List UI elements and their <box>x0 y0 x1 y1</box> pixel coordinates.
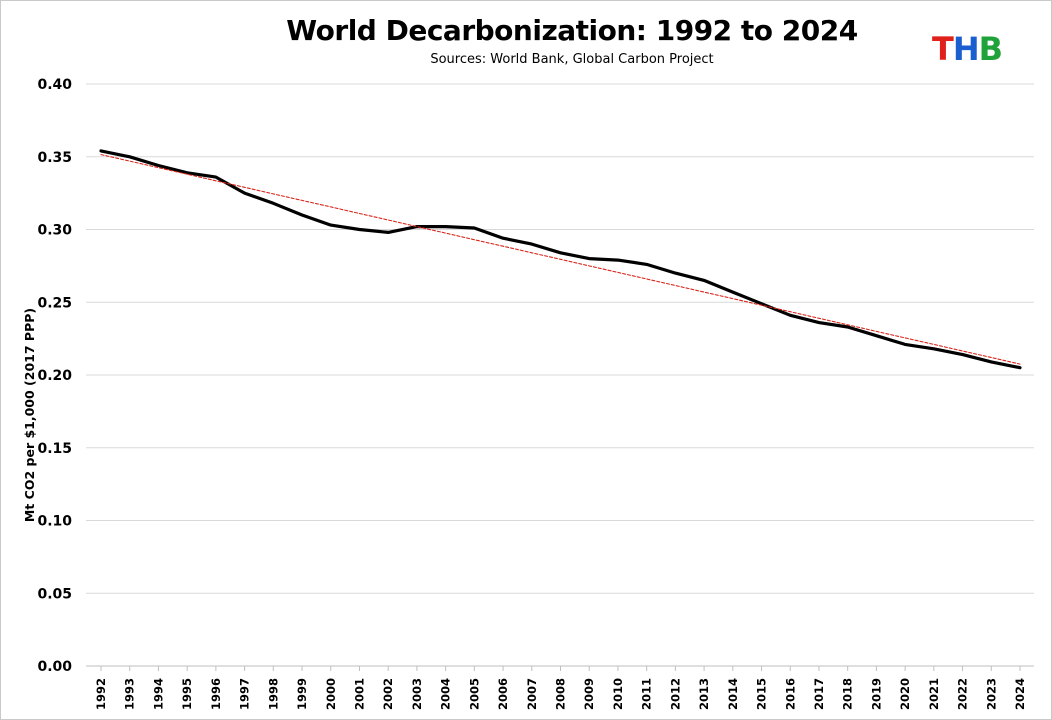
x-tick-label: 2008 <box>554 678 568 710</box>
x-tick-label: 2005 <box>467 678 481 710</box>
x-tick-label: 2016 <box>783 678 797 710</box>
x-tick-label: 1999 <box>295 678 309 710</box>
thb-logo: THB <box>932 30 1003 68</box>
grid-lines <box>86 83 1034 667</box>
x-tick-label: 2019 <box>869 678 883 710</box>
x-tick-label: 2014 <box>726 678 740 710</box>
x-tick-label: 2013 <box>697 678 711 710</box>
x-tick-label: 1998 <box>266 678 280 710</box>
x-tick-label: 1994 <box>151 678 165 710</box>
logo-letter-t: T <box>932 30 954 68</box>
x-tick-label: 2018 <box>841 678 855 710</box>
y-tick-label: 0.30 <box>37 223 72 239</box>
logo-letter-b: B <box>978 30 1003 68</box>
x-tick-label: 1992 <box>94 678 108 710</box>
x-tick-label: 2010 <box>611 678 625 710</box>
decarbonization-series-line <box>99 149 1022 370</box>
y-axis-ticks: 0.00 0.05 0.10 0.15 0.20 0.25 0.30 0.35 0.40 <box>37 77 72 675</box>
trend-line <box>100 154 1021 365</box>
chart-subtitle: Sources: World Bank, Global Carbon Proje… <box>430 52 714 67</box>
x-tick-label: 2021 <box>927 678 941 710</box>
x-tick-label: 1995 <box>180 678 194 710</box>
x-axis-ticks: 1992 1993 1994 1995 1996 1997 1998 1999 2000 2001… <box>94 666 1027 710</box>
x-tick-label: 2015 <box>755 678 769 710</box>
x-tick-label: 2003 <box>410 678 424 710</box>
x-tick-label: 2007 <box>525 678 539 710</box>
y-tick-label: 0.15 <box>37 441 72 457</box>
y-tick-label: 0.00 <box>37 659 72 675</box>
x-tick-label: 2001 <box>352 678 366 710</box>
y-tick-label: 0.40 <box>37 77 72 93</box>
x-tick-label: 2009 <box>582 678 596 710</box>
x-tick-label: 2020 <box>898 678 912 710</box>
y-tick-label: 0.10 <box>37 514 72 530</box>
x-tick-label: 2012 <box>668 678 682 710</box>
logo-letter-h: H <box>952 30 980 68</box>
x-tick-label: 2002 <box>381 678 395 710</box>
y-tick-label: 0.35 <box>37 150 72 166</box>
x-tick-label: 2017 <box>812 678 826 710</box>
x-tick-label: 2000 <box>324 678 338 710</box>
x-tick-label: 2011 <box>640 678 654 710</box>
x-tick-label: 2023 <box>984 678 998 710</box>
x-tick-label: 2024 <box>1013 678 1027 710</box>
y-axis-title: Mt CO2 per $1,000 (2017 PPP) <box>22 308 37 522</box>
chart-title: World Decarbonization: 1992 to 2024 <box>286 14 858 47</box>
series-lines <box>99 149 1022 370</box>
y-tick-label: 0.05 <box>37 586 72 602</box>
x-tick-label: 2004 <box>439 678 453 710</box>
y-tick-label: 0.20 <box>37 368 72 384</box>
x-tick-label: 2006 <box>496 678 510 710</box>
x-tick-label: 1993 <box>123 678 137 710</box>
x-tick-label: 1997 <box>238 678 252 710</box>
y-tick-label: 0.25 <box>37 295 72 311</box>
x-tick-label: 1996 <box>209 678 223 710</box>
x-tick-label: 2022 <box>956 678 970 710</box>
